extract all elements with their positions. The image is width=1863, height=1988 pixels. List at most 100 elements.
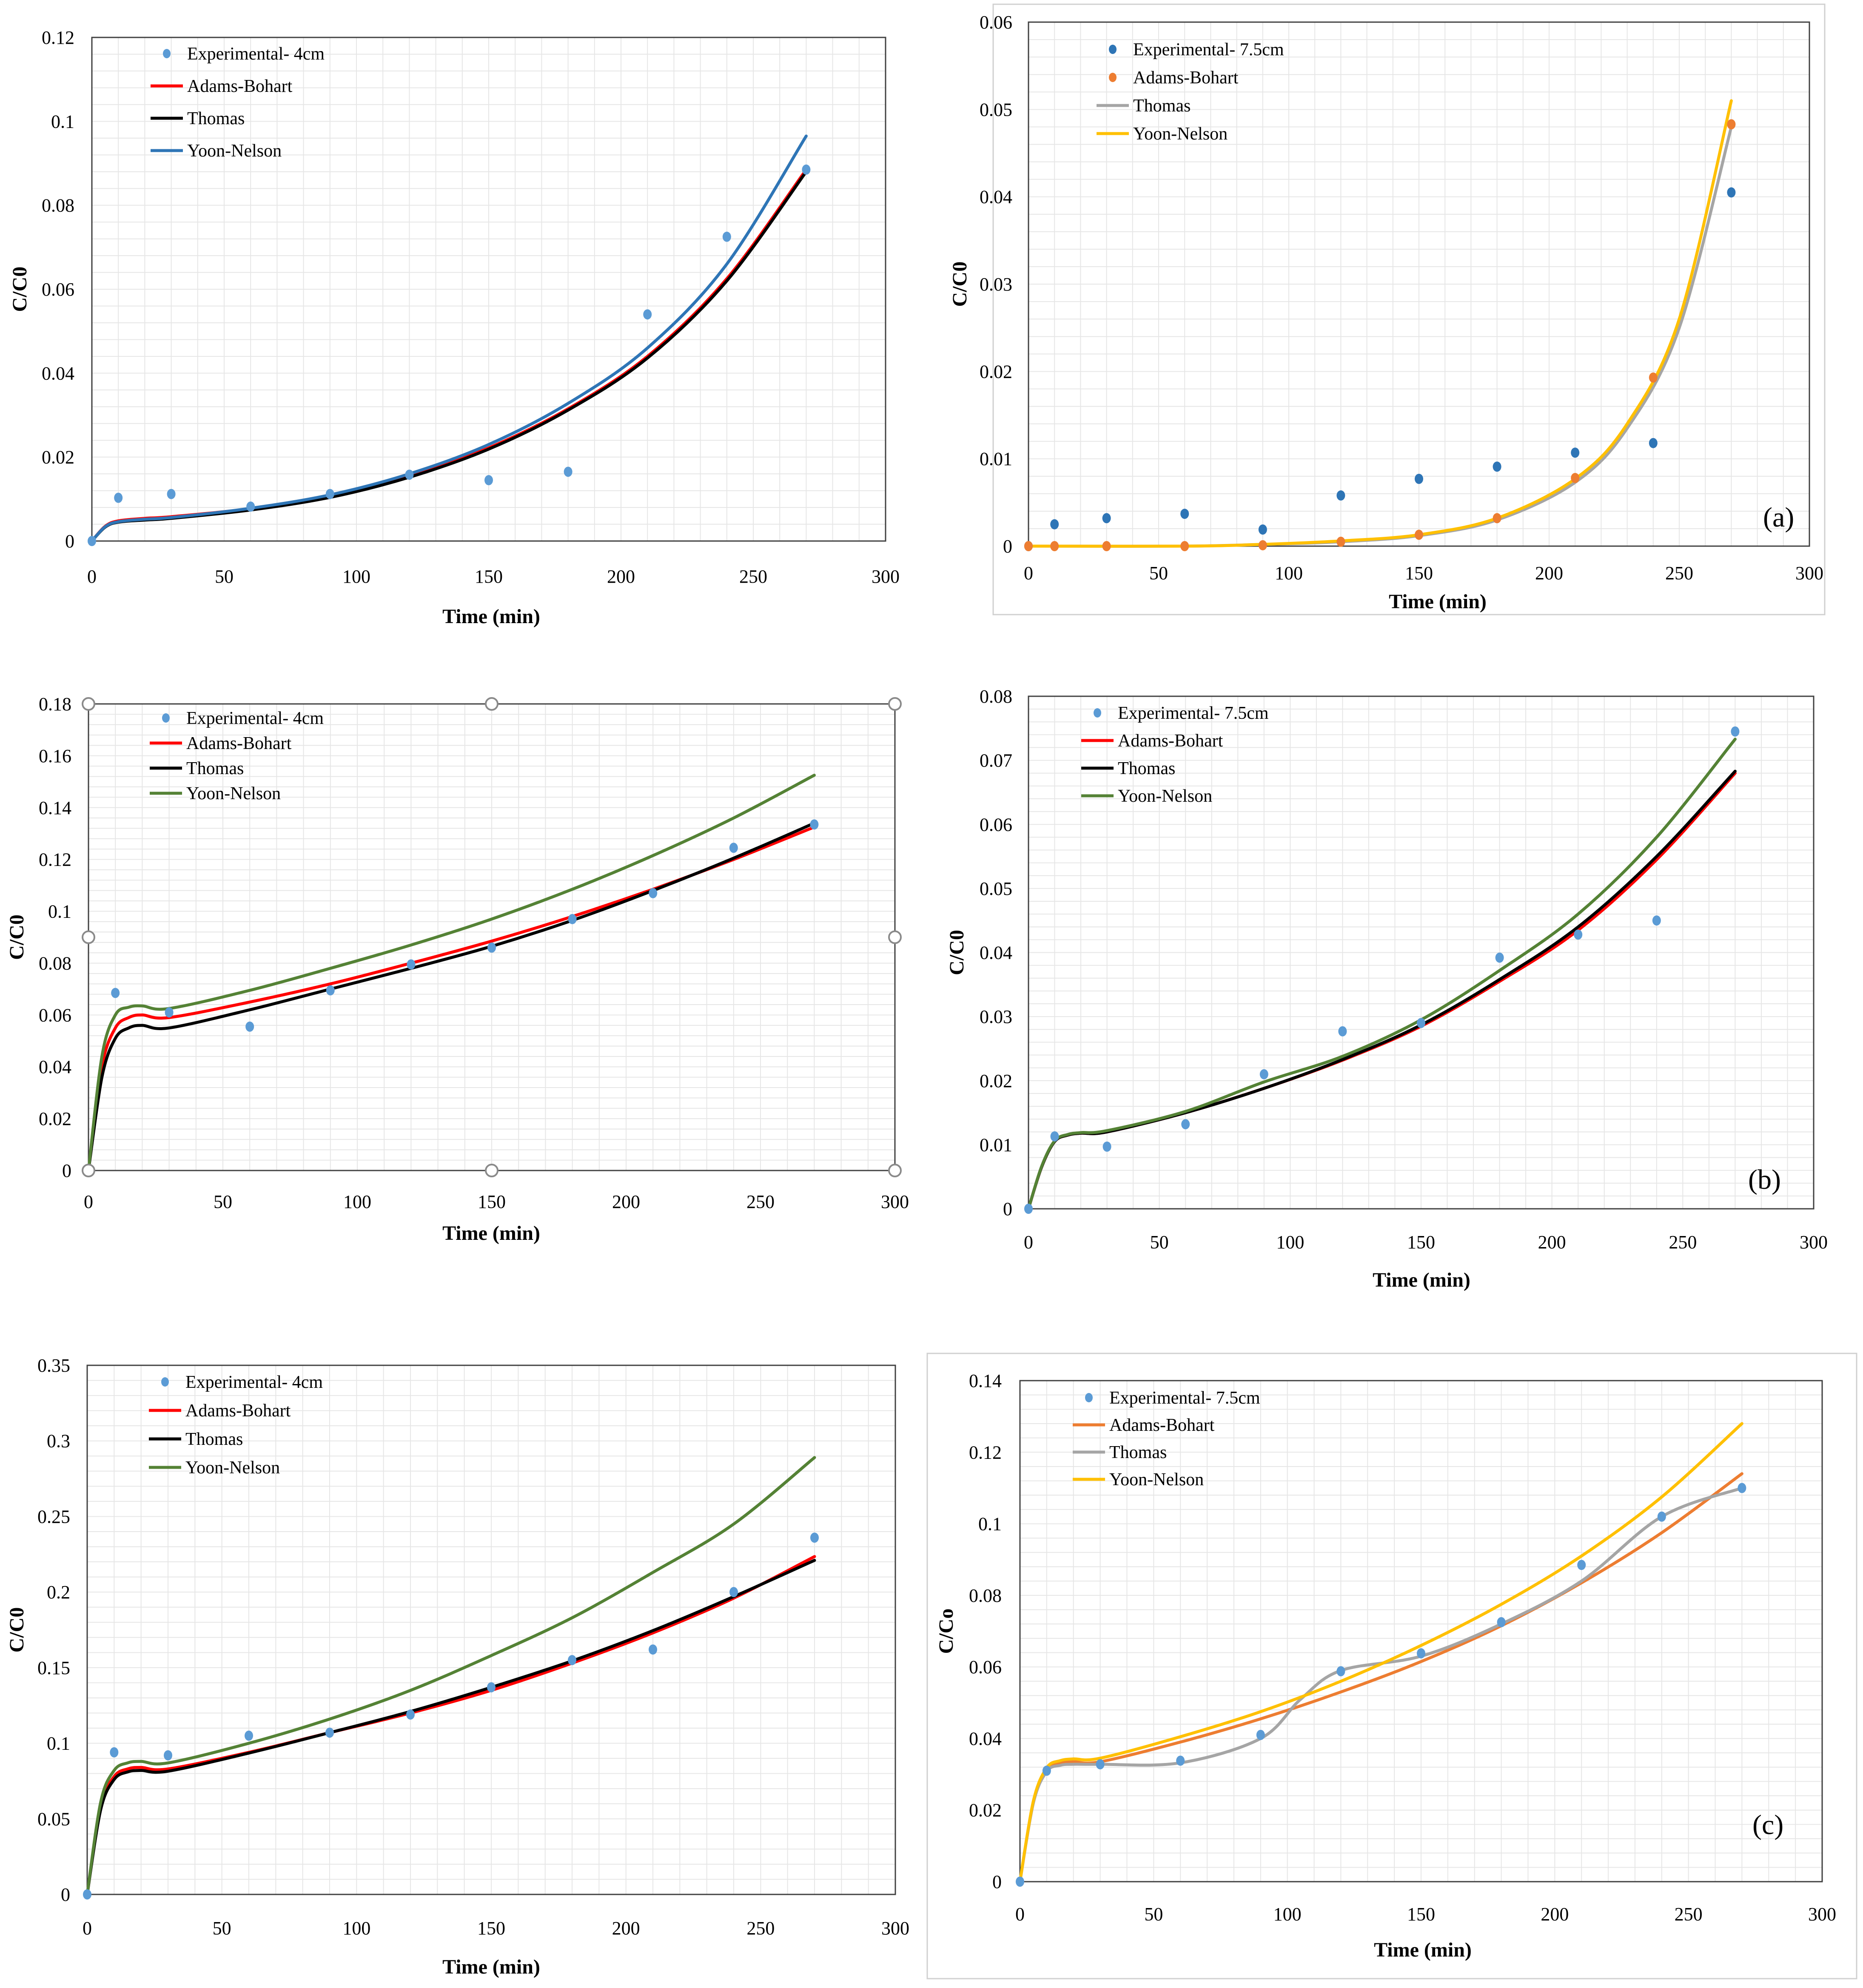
legend-marker <box>1109 73 1117 82</box>
x-axis-title: Time (min) <box>442 1222 540 1245</box>
x-tick-label: 250 <box>1669 1232 1697 1253</box>
legend-label: Experimental- 4cm <box>186 709 324 728</box>
x-tick-label: 300 <box>1795 563 1823 584</box>
x-tick-label: 0 <box>1015 1904 1025 1925</box>
data-point-experimental-4cm <box>729 1587 738 1598</box>
series-layer <box>1024 726 1740 1214</box>
x-tick-label: 0 <box>1024 1232 1033 1253</box>
data-point-experimental-4cm <box>326 985 335 996</box>
y-tick-label: 0.01 <box>980 1134 1012 1155</box>
plot-area-border <box>1028 695 1815 1210</box>
y-tick-label: 0.18 <box>39 694 71 715</box>
data-point-experimental-7-5cm <box>1102 1141 1111 1152</box>
y-tick-label: 0 <box>62 1160 71 1181</box>
data-point-experimental-7-5cm <box>1258 524 1267 535</box>
series-layer <box>84 774 819 1176</box>
selection-handle <box>82 697 95 711</box>
y-tick-label: 0.12 <box>39 849 71 870</box>
data-point-experimental-4cm <box>802 164 811 175</box>
y-axis-title: C/Co <box>935 1609 957 1654</box>
x-axis-title: Time (min) <box>442 605 540 628</box>
gridlines <box>88 703 895 1171</box>
series-line-yoon-nelson <box>87 774 816 1172</box>
y-tick-label: 0.02 <box>42 447 74 468</box>
data-point-experimental-4cm <box>245 1730 253 1741</box>
selection-handle <box>82 1164 95 1177</box>
x-tick-label: 50 <box>1144 1904 1163 1925</box>
x-tick-label: 250 <box>739 566 767 587</box>
data-point-experimental-4cm <box>722 231 731 242</box>
legend-label: Thomas <box>1109 1443 1167 1462</box>
data-point-experimental-4cm <box>325 489 334 499</box>
legend-label: Experimental- 4cm <box>187 44 325 64</box>
legend-label: Thomas <box>1133 96 1191 116</box>
data-point-experimental-4cm <box>405 470 414 480</box>
x-tick-label: 200 <box>1538 1232 1566 1253</box>
x-tick-label: 100 <box>343 1191 371 1212</box>
data-point-experimental-4cm <box>810 1532 819 1543</box>
data-point-experimental-4cm <box>649 1644 657 1655</box>
y-tick-label: 0.02 <box>980 1071 1012 1091</box>
data-point-experimental-4cm <box>729 843 738 853</box>
legend: Experimental- 7.5cm Adams-Bohart Thomas Yoo… <box>1081 703 1269 806</box>
series-line-yoon-nelson <box>1018 1422 1743 1883</box>
plot-area-border <box>91 37 886 542</box>
data-point-experimental-4cm <box>484 475 493 485</box>
data-point-experimental-4cm <box>643 309 652 320</box>
x-tick-label: 250 <box>1665 563 1693 584</box>
series-line-thomas <box>1018 1486 1743 1883</box>
selection-handle <box>485 1164 499 1177</box>
x-tick-label: 100 <box>342 566 370 587</box>
legend-label: Thomas <box>185 1430 243 1449</box>
data-point-experimental-4cm <box>487 1682 496 1693</box>
legend-marker <box>1094 708 1101 718</box>
data-point-experimental-7-5cm <box>1338 1026 1347 1037</box>
y-tick-label: 0.14 <box>969 1370 1002 1391</box>
y-tick-label: 0.06 <box>42 279 74 300</box>
y-axis-title: C/C0 <box>949 262 971 307</box>
series-layer <box>83 1456 819 1900</box>
series-layer <box>1024 99 1736 551</box>
chart-c-right: 0 50 100 150 200 250 300 0 0.02 0.04 0.06 0.08 0.1 0.… <box>926 1353 1857 1979</box>
legend: Experimental- 7.5cm Adams-Bohart Thomas Yoo… <box>1097 40 1284 144</box>
y-tick-label: 0 <box>61 1884 70 1905</box>
data-point-experimental-7-5cm <box>1738 1483 1746 1493</box>
selection-handle <box>888 697 902 711</box>
x-tick-label: 50 <box>215 566 234 587</box>
data-point-experimental-7-5cm <box>1574 929 1583 940</box>
data-point-experimental-7-5cm <box>1571 447 1580 458</box>
y-tick-label: 0.06 <box>980 12 1012 33</box>
x-tick-label: 50 <box>1150 1232 1169 1253</box>
gridlines <box>91 37 886 541</box>
x-tick-label: 100 <box>1276 1232 1304 1253</box>
data-point-experimental-4cm <box>649 888 658 898</box>
chart-frame <box>992 3 1826 615</box>
data-point-adams-bohart <box>1336 536 1345 547</box>
data-point-experimental-4cm <box>111 988 120 998</box>
data-point-experimental-7-5cm <box>1181 1119 1190 1130</box>
data-point-experimental-4cm <box>164 1750 172 1761</box>
legend-label: Yoon-Nelson <box>1133 124 1228 144</box>
legend: Experimental- 4cm Adams-Bohart Thomas Yoon-… <box>149 1373 323 1478</box>
legend-label: Yoon-Nelson <box>187 141 282 161</box>
y-tick-label: 0.04 <box>980 187 1012 208</box>
legend-label: Adams-Bohart <box>1109 1416 1215 1435</box>
data-point-experimental-7-5cm <box>1096 1759 1105 1770</box>
data-point-experimental-7-5cm <box>1417 1018 1425 1028</box>
selection-handle <box>82 930 95 944</box>
y-tick-label: 0.05 <box>980 99 1012 120</box>
y-tick-label: 0.08 <box>980 686 1012 707</box>
x-axis-title: Time (min) <box>1373 1269 1470 1291</box>
x-tick-label: 150 <box>1407 1904 1435 1925</box>
legend-label: Thomas <box>186 759 244 778</box>
series-line-yoon-nelson <box>1027 738 1737 1210</box>
data-point-experimental-7-5cm <box>1336 1666 1345 1677</box>
data-point-experimental-7-5cm <box>1336 490 1345 501</box>
y-tick-label: 0.1 <box>48 901 71 922</box>
legend-label: Thomas <box>1118 759 1175 778</box>
data-point-experimental-7-5cm <box>1493 461 1501 472</box>
chart-b-left: 0 50 100 150 200 250 300 0 0.02 0.04 0.06 0.08 0.1 0.… <box>6 694 909 1245</box>
legend-marker <box>161 1377 169 1387</box>
y-tick-label: 0.04 <box>969 1728 1002 1749</box>
